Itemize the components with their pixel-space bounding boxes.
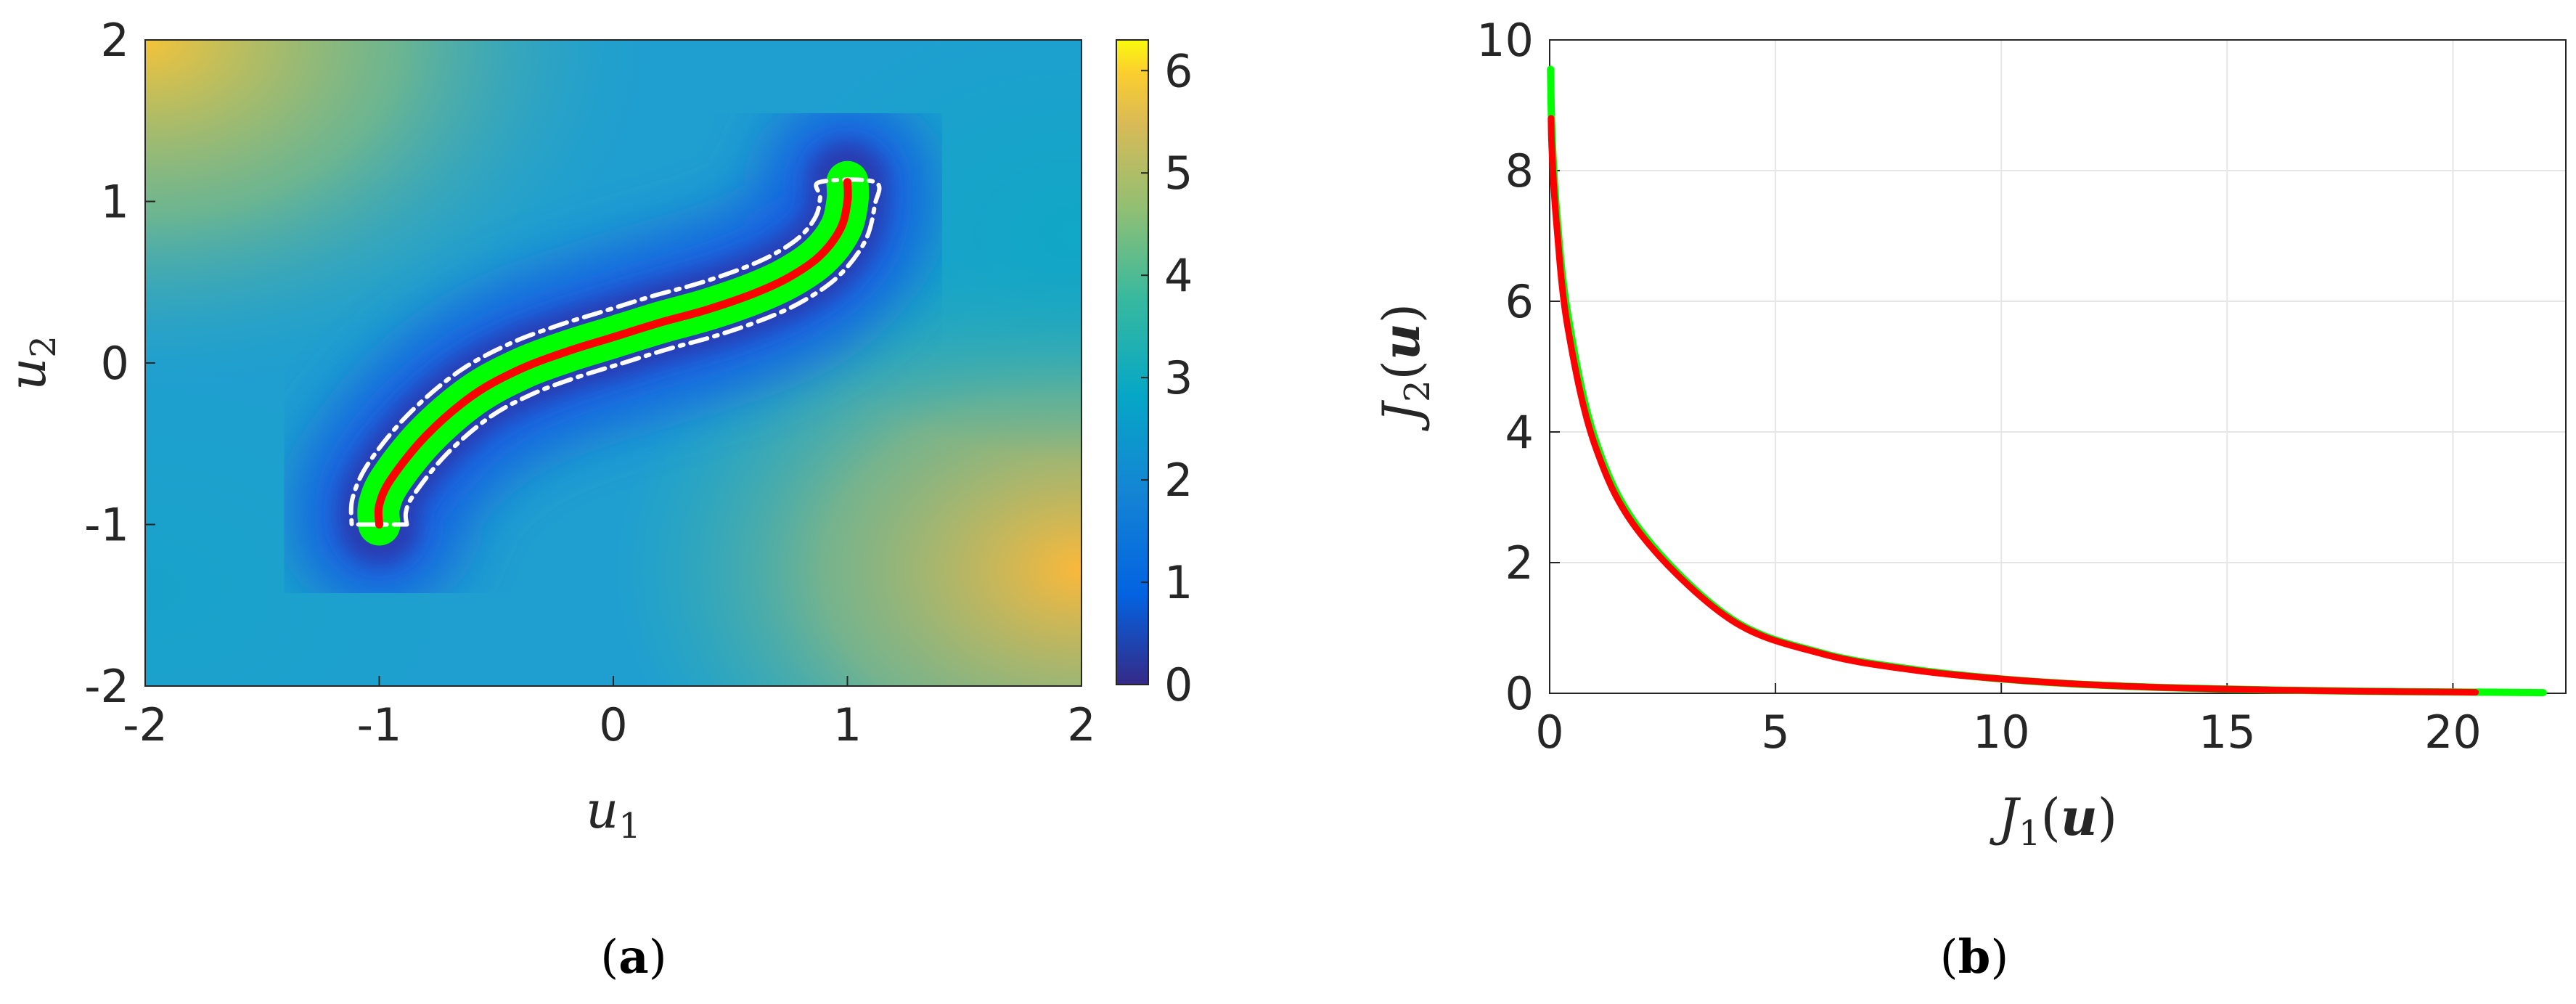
- line-y-tick-label: 8: [1505, 144, 1534, 197]
- series-red-curve: [1547, 115, 2479, 696]
- line-y-tick-label: 2: [1505, 536, 1534, 589]
- heatmap-y-tick-label: -1: [84, 499, 129, 552]
- line-x-label: J1(u): [1990, 787, 2117, 854]
- line-x-tick-label: 5: [1761, 706, 1789, 759]
- heatmap-x-tick-label: 0: [599, 698, 627, 751]
- heatmap-x-tick-label: 1: [833, 698, 862, 751]
- heatmap-y-tick-label: 2: [101, 14, 129, 67]
- heatmap-y-tick-label: 0: [101, 337, 129, 390]
- colorbar-tick-label: 3: [1164, 351, 1193, 404]
- line-x-ticks: 0 5 10 15 20: [1535, 683, 2482, 759]
- line-y-tick-label: 4: [1505, 406, 1534, 459]
- line-x-tick-label: 0: [1535, 706, 1563, 759]
- heatmap-x-tick-label: -2: [123, 698, 168, 751]
- line-y-tick-label: 0: [1505, 667, 1534, 720]
- line-y-label: J2(u): [1371, 303, 1438, 431]
- colorbar-tick-label: 4: [1164, 249, 1193, 302]
- colorbar: 0 1 2 3 4 5 6: [1116, 39, 1193, 711]
- heatmap-y-tick-label: 1: [101, 176, 129, 229]
- line-panel: 0 5 10 15 20 0 2 4 6 8 10 J1(u) J2(u): [1371, 14, 2567, 854]
- heatmap-panel: -2 -1 0 1 2 -2 -1 0 1 2 u1 u2: [0, 14, 1096, 846]
- colorbar-ticks: 0 1 2 3 4 5 6: [1141, 44, 1193, 711]
- panel-label-a: (a): [600, 930, 666, 984]
- panel-label-b: (b): [1940, 930, 2009, 984]
- line-x-tick-label: 10: [1973, 706, 2030, 759]
- colorbar-tick-label: 2: [1164, 454, 1193, 507]
- heatmap-y-label: u2: [0, 335, 64, 391]
- line-x-tick-label: 15: [2199, 706, 2256, 759]
- colorbar-tick-label: 5: [1164, 147, 1193, 200]
- line-y-tick-label: 6: [1505, 275, 1534, 328]
- region-boundary-dashed: [348, 177, 882, 527]
- line-y-tick-label: 10: [1476, 14, 1534, 67]
- colorbar-tick-label: 1: [1164, 556, 1193, 609]
- colorbar-tick-label: 6: [1164, 44, 1193, 97]
- heatmap-field: [145, 40, 1081, 686]
- heatmap-y-tick-label: -2: [84, 660, 129, 713]
- heatmap-x-label: u1: [586, 780, 641, 846]
- pareto-set-curve: [374, 178, 852, 528]
- heatmap-x-ticks: -2 -1 0 1 2: [123, 676, 1096, 751]
- line-x-tick-label: 20: [2424, 706, 2482, 759]
- colorbar-tick-label: 0: [1164, 658, 1193, 711]
- heatmap-y-ticks: -2 -1 0 1 2: [84, 14, 155, 713]
- heatmap-x-tick-label: 2: [1067, 698, 1095, 751]
- line-y-ticks: 0 2 4 6 8 10: [1476, 14, 1560, 720]
- heatmap-x-tick-label: -1: [357, 698, 402, 751]
